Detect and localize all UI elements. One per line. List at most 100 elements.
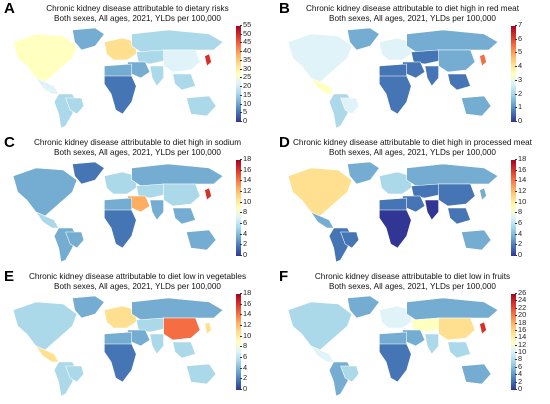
north-america-region [287,301,353,351]
legend-ticks: 7 6 5 4 3 2 1 0 [514,20,548,127]
panel-title-line-1: Chronic kidney disease attributable to d… [33,138,242,147]
south-asia-region [424,65,439,87]
central-asia-region [135,49,169,65]
greenland-region [347,27,380,51]
russia-region [131,163,224,187]
south-asia-region [149,199,164,221]
china-region [163,183,201,207]
legend-tick-label: 6 [514,33,523,43]
central-america-region [35,211,60,229]
central-asia-region [135,317,169,333]
australia-region [461,95,492,117]
central-asia-region [410,183,444,199]
legend-tick-label: 10 [514,347,527,357]
china-region [438,317,476,341]
legend-tick-label: 16 [239,298,252,308]
legend-tick-label: 2 [514,239,523,249]
legend-tick-label: 10 [239,196,252,206]
greenland-region [347,161,380,185]
legend-tick-label: 0 [514,384,523,393]
legend-tick-label: 0 [514,250,523,259]
australia-region [186,363,217,385]
panel-title: Chronic kidney disease attributable to d… [275,272,550,292]
china-region [163,317,201,341]
brazil-region [340,97,360,115]
legend-tick-label: 15 [239,89,252,99]
legend-tick-label: 8 [239,207,248,217]
legend-tick-label: 4 [239,228,248,238]
panel-subtitle: Both sexes, All ages, 2021, YLDs per 100… [329,148,496,157]
legend-color-bar [236,160,241,256]
panel-title-line-1: Chronic kidney disease attributable to d… [314,272,511,281]
legend-tick-label: 6 [239,352,248,361]
legend-tick-label: 4 [239,362,248,372]
brazil-region [340,231,360,249]
south-asia-region [424,199,439,221]
panel-title-line-1: Chronic kidney disease attributable to d… [46,4,229,13]
legend-color-bar [236,26,241,122]
russia-region [131,29,224,53]
north-america-region [287,167,353,217]
legend-tick-label: 12 [514,186,527,195]
world-choropleth-map [12,27,224,129]
china-region [163,49,201,73]
legend-color-bar [511,26,516,122]
legend-tick-label: 10 [239,98,252,108]
brazil-region [65,231,85,249]
legend-tick-label: 55 [239,20,252,29]
central-america-region [310,345,335,363]
world-choropleth-map [287,27,499,129]
brazil-region [65,97,85,115]
legend-tick-label: 7 [514,20,523,29]
russia-region [406,163,499,187]
legend-tick-label: 22 [514,302,527,312]
legend-tick-label: 10 [514,196,527,206]
south-asia-region [149,333,164,355]
legend-tick-label: 20 [514,310,527,320]
legend-tick-label: 12 [514,339,527,349]
central-america-region [310,211,335,229]
southeast-asia-region [447,341,471,359]
sub-saharan-africa-region [379,75,412,115]
color-legend: 26 24 22 20 18 16 14 12 10 8 6 4 2 0 [511,289,550,394]
panel-title: Chronic kidney disease attributable to d… [275,138,550,158]
china-region [438,49,476,73]
panel-subtitle: Both sexes, All ages, 2021, YLDs per 100… [329,282,496,291]
legend-tick-label: 18 [514,317,527,327]
legend-tick-label: 6 [514,361,523,371]
legend-tick-label: 30 [239,63,252,73]
world-choropleth-map [12,295,224,397]
panel-subtitle: Both sexes, All ages, 2021, YLDs per 100… [329,14,496,23]
legend-tick-label: 18 [239,154,252,163]
legend-tick-label: 2 [514,376,523,386]
color-legend: 55 50 45 40 35 30 25 20 15 10 5 0 [236,21,276,126]
legend-ticks: 18 16 14 12 10 8 6 4 2 0 [514,155,548,261]
legend-tick-label: 18 [239,288,252,297]
map-panel-b: B Chronic kidney disease attributable to … [275,0,550,134]
central-asia-region [410,317,444,333]
panel-title-line-1: Chronic kidney disease attributable to d… [28,272,247,281]
legend-tick-label: 16 [514,164,527,174]
sub-saharan-africa-region [379,209,412,249]
greenland-region [347,295,380,319]
russia-region [131,297,224,321]
legend-color-bar [511,294,516,390]
japan-region [204,321,212,335]
color-legend: 18 16 14 12 10 8 6 4 2 0 [236,155,276,260]
russia-region [406,29,499,53]
legend-tick-label: 3 [514,74,523,84]
legend-tick-label: 40 [239,46,252,56]
panel-title: Chronic kidney disease attributable to d… [275,4,550,24]
legend-tick-label: 2 [239,239,248,249]
panel-subtitle: Both sexes, All ages, 2021, YLDs per 100… [54,148,221,157]
world-choropleth-map [287,295,499,397]
color-legend: 18 16 14 12 10 8 6 4 2 0 [511,155,550,260]
legend-tick-label: 0 [239,384,248,393]
south-asia-region [424,333,439,355]
legend-tick-label: 16 [514,324,527,334]
legend-tick-label: 4 [514,228,523,238]
panel-title-line-1: Chronic kidney disease attributable to d… [306,4,519,13]
central-asia-region [410,49,444,65]
north-america-region [287,33,353,83]
panel-title-line-1: Chronic kidney disease attributable to d… [293,138,532,147]
